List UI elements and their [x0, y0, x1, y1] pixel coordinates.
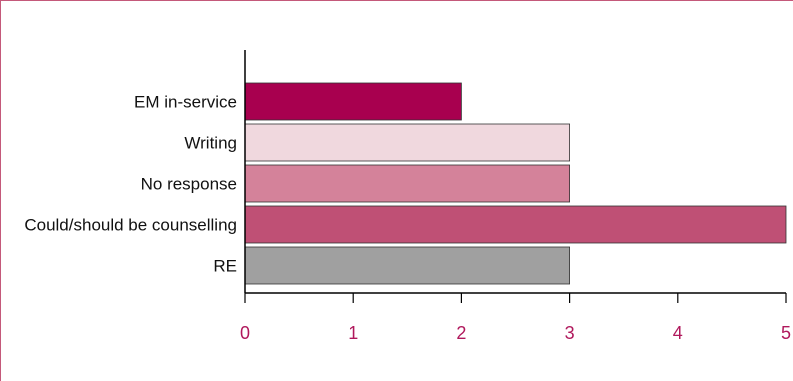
x-tick-labels: 0 1 2 3 4 5	[240, 323, 791, 343]
x-tick-label: 5	[781, 323, 791, 343]
category-label: Could/should be counselling	[24, 216, 237, 235]
category-label: No response	[141, 175, 237, 194]
x-tick-label: 1	[348, 323, 358, 343]
category-label: RE	[213, 257, 237, 276]
x-tick-label: 4	[673, 323, 683, 343]
bar-no-response	[244, 164, 571, 203]
category-label: Writing	[184, 134, 237, 153]
x-tick-label: 3	[565, 323, 575, 343]
bar-re	[244, 246, 571, 285]
bar-em-in-service	[244, 82, 462, 121]
bars	[244, 82, 787, 285]
bar-could-should-be-counselling	[244, 205, 787, 244]
x-tick-label: 0	[240, 323, 250, 343]
category-label: EM in-service	[134, 93, 237, 112]
x-tick-label: 2	[456, 323, 466, 343]
x-axis-ticks	[244, 293, 787, 303]
bar-writing	[244, 123, 571, 162]
category-labels: EM in-service Writing No response Could/sho…	[24, 93, 237, 276]
